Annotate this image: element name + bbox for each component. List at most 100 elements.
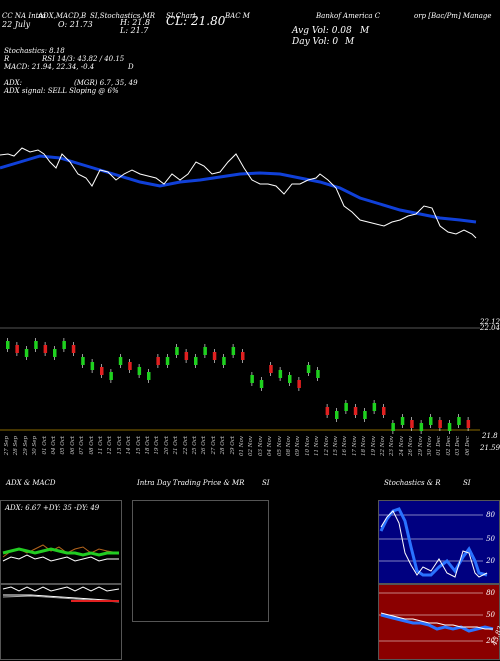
x-label: 25 Oct [192,436,198,455]
candle-body [297,380,301,388]
candle-body [278,370,283,378]
candle-body [43,345,48,353]
candle-body [212,352,217,360]
candle-body [137,367,142,375]
x-label: 14 Oct [126,436,133,455]
x-label: 19 Nov [370,436,377,456]
stoch-tick-80: 80 [486,511,495,519]
candle-body [335,411,339,419]
adx-lines [2,544,120,562]
candle-body [62,341,66,349]
adx-panel-values: ADX: 6.67 +DY: 35 -DY: 49 [5,504,100,512]
rsi-readout-label: R [4,55,10,63]
avg-vol-unit: M [360,26,370,36]
header-ticker: BAC M [225,12,250,20]
candle-body [410,420,414,428]
x-label: 02 Nov [248,436,255,456]
candle-body [203,347,207,355]
candle-body [363,411,367,419]
adx-panel: ADX: 6.67 +DY: 35 -DY: 49 [0,500,122,584]
x-label: 29 Oct [229,436,236,455]
avg-vol: Avg Vol: 0.08 [292,26,352,36]
candle-body [156,357,160,365]
stoch-rsi-title-2: SI [463,479,471,487]
x-label: 18 Nov [361,436,368,456]
x-label: 28 Oct [220,436,227,455]
x-label: 09 Nov [295,436,302,456]
price-line [0,147,477,239]
candle-body [24,349,29,357]
candle-body [231,347,236,355]
low-value: L: 21.7 [120,26,149,35]
x-label: 24 Nov [398,436,405,456]
x-label: 16 Nov [342,436,349,456]
candle-body [429,417,433,425]
x-label: 20 Oct [163,436,170,455]
candle-body [6,341,10,349]
header-company-1: Bank [316,12,335,20]
x-label: 08 Oct [88,436,95,455]
x-label: 15 Nov [333,436,339,456]
x-label: 11 Nov [314,436,321,456]
x-label: 10 Nov [304,436,311,456]
candle-body [34,341,38,349]
rsi-panel: 80 50 20 43.82 [378,584,500,660]
macd-panel [0,584,122,660]
rsi-readout: RSI 14/3: 43.82 / 40.15 [42,55,125,63]
stoch-tick-20: 20 [486,557,495,565]
price-label-1: 22.12 [480,318,500,326]
adx-readout: ADX: [4,79,23,87]
candle-body [100,367,104,375]
x-label: 13 Oct [116,436,123,455]
x-label: 05 Oct [60,436,67,455]
x-label: 02 Dec [445,436,452,456]
x-label: 28 Sep [13,436,20,456]
candle-body [53,349,57,357]
candle-body [109,372,113,380]
price-label-2: 22.04 [480,324,500,332]
x-label: 29 Nov [417,436,424,456]
candle-body [400,417,405,425]
adx-signal: ADX signal: SELL Sloping @ 6% [4,87,119,95]
x-label: 08 Nov [286,436,292,456]
macd-readout: MACD: 21.94, 22.34, -0.4 [4,63,95,71]
x-label: 01 Nov [239,436,245,456]
adx-macd-title: ADX & MACD [6,479,56,487]
candle-body [128,362,132,370]
x-label: 01 Oct [41,436,48,455]
candle-body [288,375,292,383]
candles [6,338,471,434]
candle-body [184,352,189,360]
rsi-lines [379,592,494,642]
candle-body [382,407,386,415]
candle-body [90,362,95,370]
candle-body [306,365,311,373]
candle-body [175,347,179,355]
x-label: 06 Dec [464,436,471,456]
x-label: 30 Nov [427,436,433,456]
x-label: 27 Oct [210,436,217,455]
high-value: H: 21.8 [120,18,151,27]
candle-body [447,423,452,431]
price-label-3: 21.8 [482,432,498,440]
header-title-stoch: SI,Stochastics,MR [90,12,156,20]
candle-body [438,420,442,428]
x-label: 12 Nov [323,436,330,456]
x-label: 26 Oct [201,436,208,455]
header-title-chart: SI Chart [166,12,196,20]
x-label: 30 Sep [32,436,39,456]
candle-body [325,407,330,415]
candle-body [316,370,320,378]
candle-body [15,345,19,353]
macd-direction: D [128,63,134,71]
candle-body [344,403,348,411]
candle-body [118,357,123,365]
stochastics-panel: 80 50 20 [378,500,500,584]
candle-body [147,372,151,380]
candle-body [391,423,395,431]
candle-body [466,420,471,428]
x-label: 23 Nov [389,436,396,456]
x-label: 03 Dec [455,436,462,456]
x-label: 11 Oct [98,436,104,455]
stoch-tick-50: 50 [486,535,495,543]
